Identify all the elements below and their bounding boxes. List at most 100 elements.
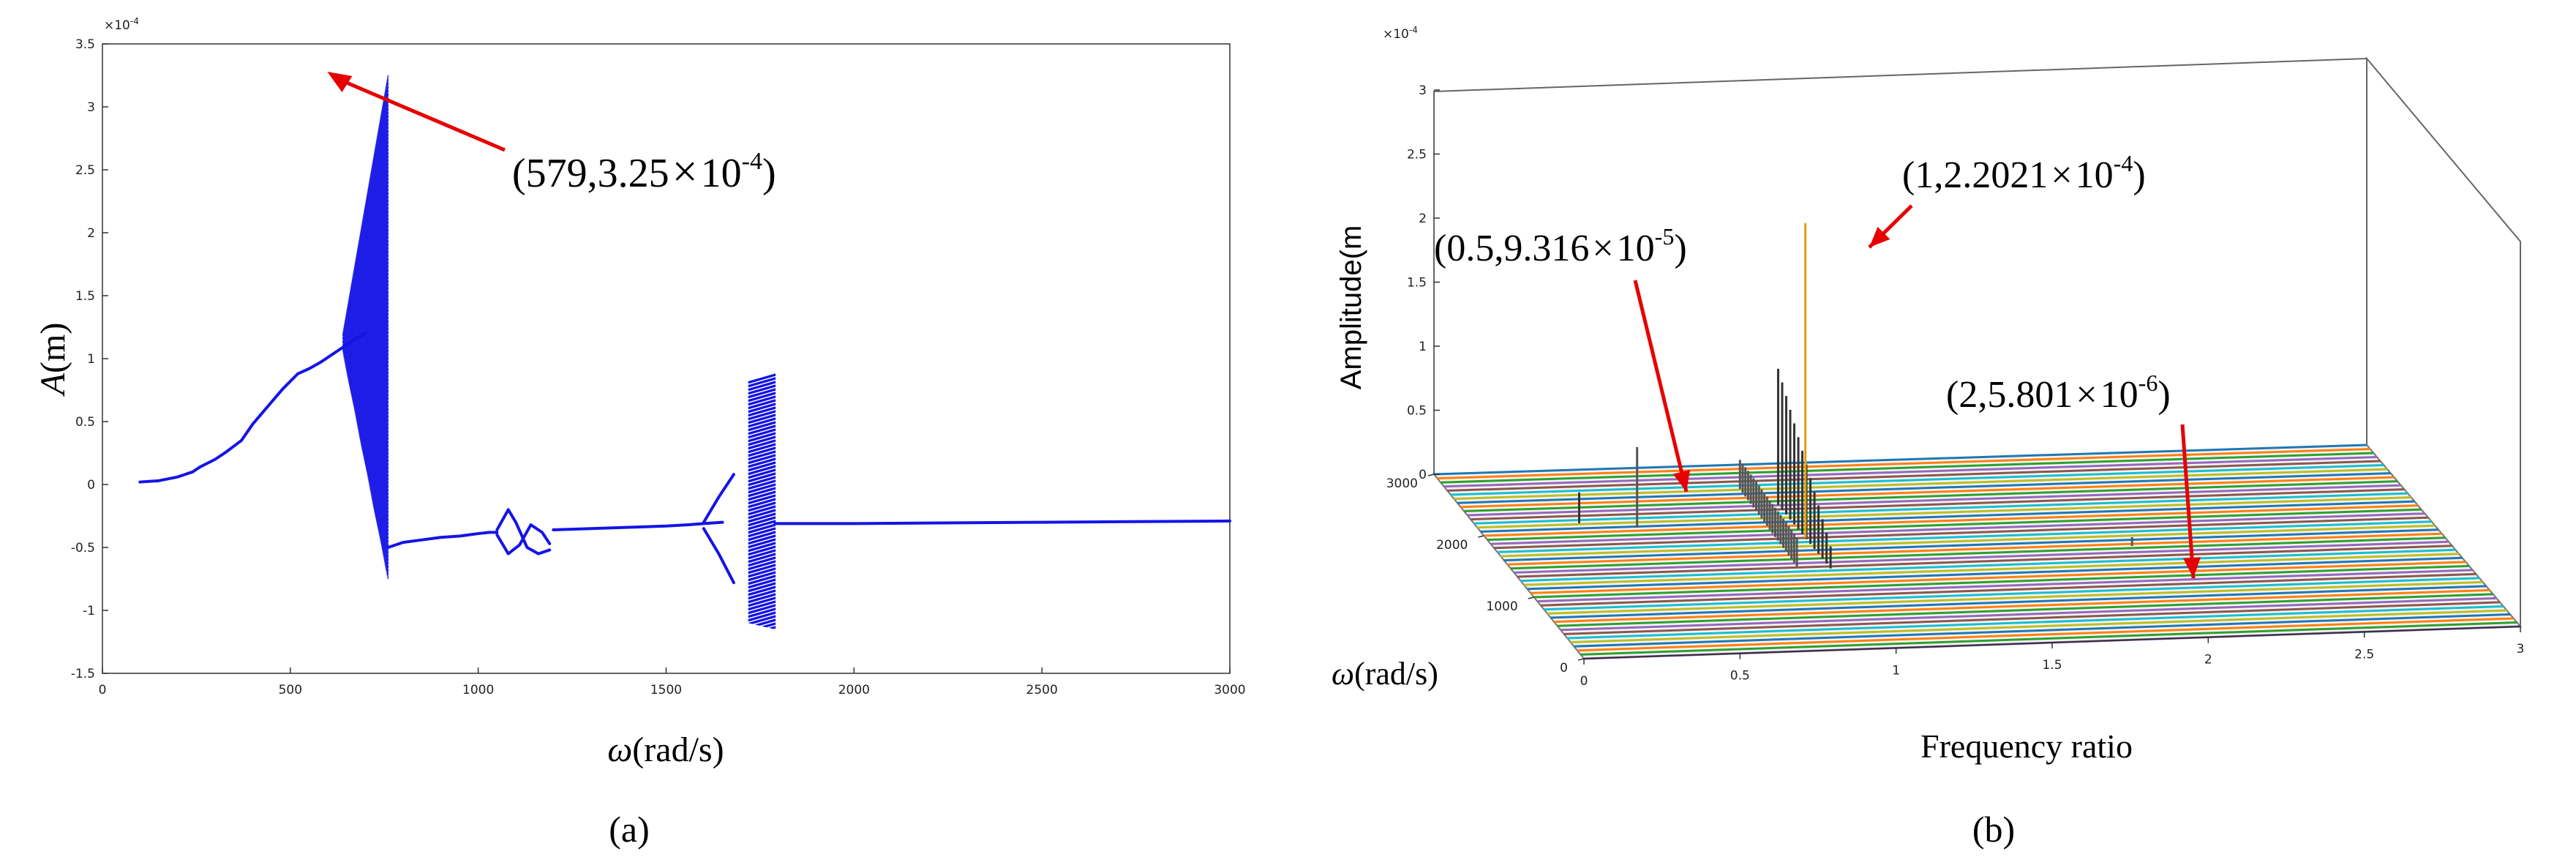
waterfall-trace: [1447, 460, 2381, 492]
waterfall-trace: [1463, 480, 2398, 512]
amplitude-ticks-b: 0 0.5 1 1.5 2 2.5 3: [1407, 83, 1440, 482]
x-tick-label-a: 3000: [1214, 683, 1245, 697]
waterfall-trace: [1473, 492, 2408, 525]
y-axis-label-a: A(m): [34, 323, 72, 397]
curve-periodic-2: [386, 531, 499, 549]
x-tick-label-b: 0.5: [1730, 669, 1750, 684]
waterfall-trace: [1510, 536, 2446, 570]
chaos-band-2: [748, 373, 776, 629]
omega-ticks-b: 0 1000 2000 3000: [1386, 474, 1585, 676]
waterfall-trace: [1501, 524, 2436, 558]
z-tick-label-b: 2: [1419, 212, 1427, 226]
y-tick-mark-b: [1478, 535, 1484, 538]
z-tick-label-b: 1: [1419, 340, 1427, 354]
plot-a-frame: [102, 43, 1231, 674]
waterfall-trace: [1467, 484, 2401, 517]
x-tick-label-a: 1500: [650, 683, 682, 697]
x-axis-label-a: ω(rad/s): [607, 730, 724, 769]
omega-axis-label-b: ω(rad/s): [1332, 656, 1438, 692]
panel-a-plot: 0 500 1000 1500 2000 2500 3000 -1.5 -1 -0.5 0 0.5 1…: [34, 16, 1246, 850]
x-tick-label-a: 0: [99, 683, 107, 697]
y-tick-label-a: 1: [87, 352, 95, 367]
waterfall-trace: [1567, 605, 2504, 640]
panel-label-b: (b): [1972, 809, 2015, 850]
waterfall-trace: [1514, 540, 2449, 574]
waterfall-trace: [1493, 516, 2429, 550]
y-tick-mark-b: [1528, 596, 1534, 599]
waterfall-peaks: (0.5,9.316×10-5) (1,2.2021×10-4) (2,5.801×…: [1434, 150, 2201, 579]
y-tick-label-a: 1.5: [75, 289, 95, 304]
y-tick-label-b: 3000: [1386, 476, 1418, 491]
y-tick-mark-b: [1427, 474, 1435, 476]
waterfall-trace: [1507, 532, 2442, 566]
waterfall-trace: [1484, 504, 2419, 537]
y-tick-label-a: 0.5: [75, 415, 95, 430]
curve-periodic-4: [773, 519, 1231, 525]
frequency-axis-label-b: Frequency ratio: [1920, 727, 2133, 765]
z-tick-label-b: 0: [1419, 468, 1427, 482]
z-tick-label-b: 0.5: [1407, 404, 1427, 419]
y-ticks-a: -1.5 -1 -0.5 0 0.5 1 1.5 2 2.5 3 3.5: [71, 37, 108, 681]
waterfall-trace: [1497, 520, 2432, 553]
waterfall-trace: [1437, 448, 2370, 480]
waterfall-trace: [1471, 488, 2405, 521]
x-ticks-a: 0 500 1000 1500 2000 2500 3000: [99, 667, 1246, 697]
z-tick-label-b: 2.5: [1407, 148, 1427, 162]
waterfall-trace: [1433, 444, 2367, 476]
arrow-peak-0p5-line: [1633, 280, 1689, 493]
y-tick-label-a: 3: [87, 100, 95, 115]
annotation-a: (579,3.25×10-4): [327, 72, 776, 197]
waterfall-trace: [1520, 548, 2456, 583]
waterfall-trace: [1490, 512, 2425, 545]
y-tick-label-a: 3.5: [75, 37, 95, 52]
waterfall-trace: [1553, 588, 2490, 624]
frequency-ticks-b: 0 0.5 1 1.5 2 2.5 3: [1580, 626, 2525, 689]
waterfall-trace: [1574, 613, 2511, 648]
waterfall-trace: [1523, 553, 2460, 586]
waterfall-trace: [1443, 456, 2378, 488]
z-tick-label-b: 3: [1419, 83, 1427, 98]
amplitude-axis-label-b: Amplitude(m: [1335, 225, 1367, 390]
waterfall-trace: [1563, 601, 2501, 635]
waterfall-trace: [1477, 496, 2411, 529]
waterfall-trace: [1547, 580, 2483, 615]
curve-loop-lower: [495, 523, 552, 555]
chaos-band-1: [342, 75, 389, 579]
panel-b-waterfall: (0.5,9.316×10-5) (1,2.2021×10-4) (2,5.801×…: [1332, 25, 2524, 850]
arrow-peak-0p5-head: [1672, 469, 1691, 492]
waterfall-traces: [1433, 444, 2521, 660]
series-curves-a: [138, 332, 1231, 585]
peak-label-0p5: (0.5,9.316×10-5): [1434, 223, 1687, 269]
waterfall-trace: [1441, 452, 2374, 484]
y-tick-label-a: -1: [83, 604, 95, 618]
waterfall-trace: [1487, 508, 2422, 542]
curve-branch-down: [702, 527, 735, 585]
waterfall-trace: [1561, 596, 2497, 632]
arrow-peak-1-head: [1869, 226, 1890, 247]
arrow-peak-2-head: [2183, 557, 2201, 578]
waterfall-trace: [1580, 621, 2517, 656]
y-tick-label-a: 0: [87, 478, 95, 493]
x-tick-label-b: 1: [1892, 663, 1900, 678]
x-tick-label-b: 2.5: [2354, 647, 2374, 662]
waterfall-trace: [1527, 556, 2463, 591]
waterfall-trace: [1503, 528, 2439, 562]
waterfall-trace: [1460, 476, 2395, 509]
waterfall-trace: [1570, 609, 2507, 644]
y-exponent-a: ×10-4: [104, 16, 139, 33]
x-tick-label-b: 1.5: [2042, 658, 2062, 673]
y-tick-label-b: 1000: [1486, 599, 1517, 614]
curve-loop-upper: [495, 508, 552, 555]
arrow-peak-2-line: [2180, 424, 2196, 579]
x-tick-label-b: 3: [2517, 642, 2525, 656]
y-tick-label-b: 2000: [1436, 538, 1468, 553]
panel-label-a: (a): [609, 809, 650, 850]
x-tick-label-b: 0: [1580, 674, 1588, 689]
curve-periodic-1: [138, 332, 367, 484]
waterfall-trace: [1537, 569, 2473, 603]
waterfall-trace: [1531, 561, 2466, 594]
x-tick-label-a: 2000: [838, 683, 870, 697]
y-tick-label-b: 0: [1560, 661, 1568, 676]
y-tick-label-a: 2: [87, 226, 95, 241]
